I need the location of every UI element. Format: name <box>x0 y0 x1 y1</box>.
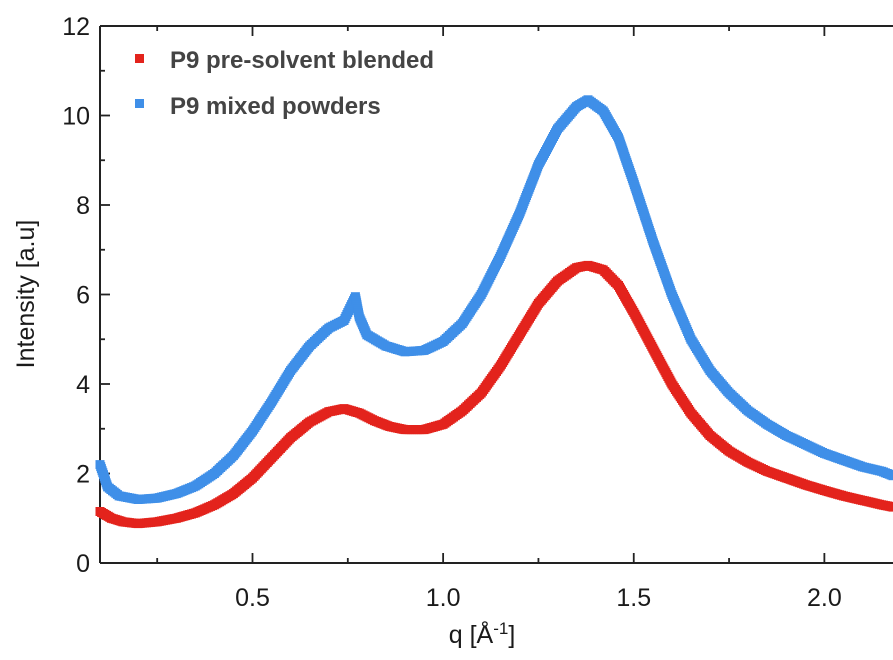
y-tick-label: 4 <box>76 371 90 399</box>
y-tick-label: 8 <box>76 192 90 220</box>
legend-label-red: P9 pre-solvent blended <box>170 47 434 74</box>
x-axis-title-close: ] <box>508 621 515 649</box>
legend-swatch-blue <box>135 99 144 108</box>
axis-tick-labels: 0 2 4 6 8 10 12 0.5 1.0 1.5 2.0 <box>62 13 842 612</box>
legend-label-blue: P9 mixed powders <box>170 93 381 120</box>
series-mixed-powders <box>95 95 893 504</box>
legend: P9 pre-solvent blended P9 mixed powders <box>135 47 434 120</box>
x-tick-label: 2.0 <box>807 584 842 612</box>
y-axis-title: Intensity [a.u] <box>12 220 40 369</box>
x-axis-title-main: q [Å <box>449 619 494 649</box>
series-pre-solvent-blended <box>95 260 893 529</box>
y-tick-label: 12 <box>62 13 90 41</box>
x-tick-label: 1.5 <box>616 584 651 612</box>
y-tick-label: 2 <box>76 461 90 489</box>
data-point <box>888 502 893 512</box>
y-tick-label: 10 <box>62 103 90 131</box>
y-tick-label: 6 <box>76 282 90 310</box>
data-point <box>888 471 893 481</box>
x-tick-label: 1.0 <box>426 584 461 612</box>
x-axis-title-superscript: -1 <box>493 619 508 638</box>
x-axis-title: q [Å-1] <box>449 619 516 650</box>
x-tick-label: 0.5 <box>235 584 270 612</box>
series-layer <box>95 95 893 529</box>
legend-swatch-red <box>135 54 144 63</box>
y-tick-label: 0 <box>76 550 90 578</box>
